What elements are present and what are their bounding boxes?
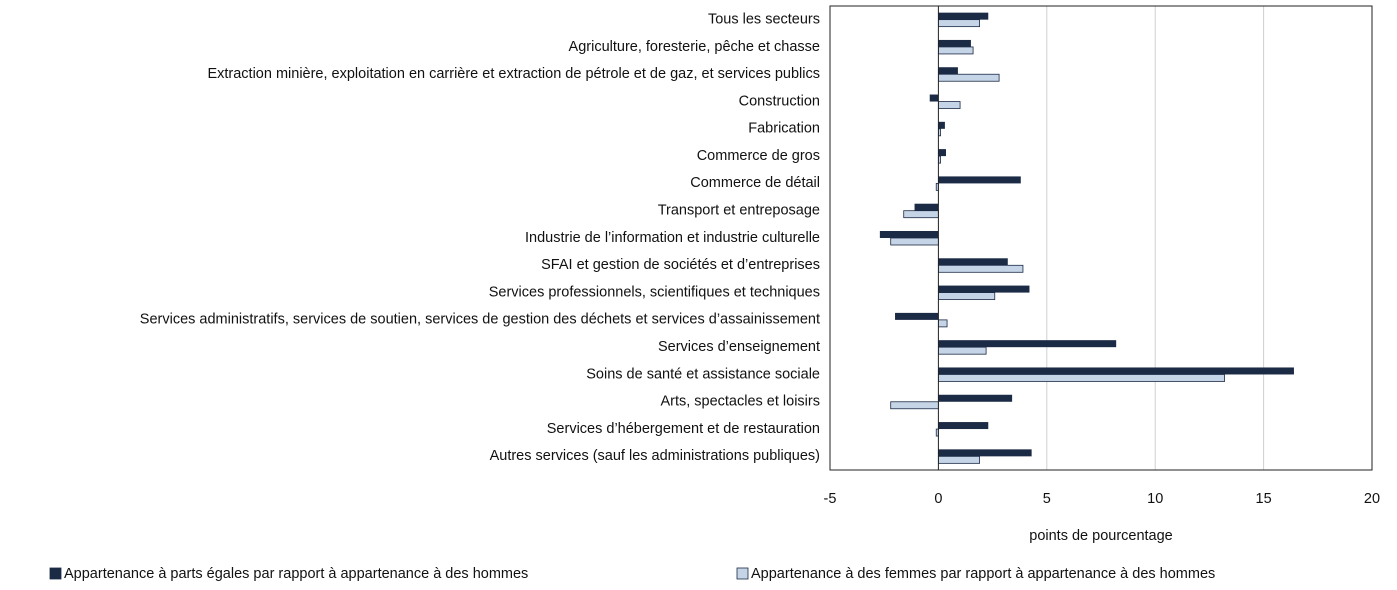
bar xyxy=(890,401,939,410)
x-tick-label: 0 xyxy=(934,491,942,507)
x-tick-label: 10 xyxy=(1147,491,1163,507)
plot-frame xyxy=(829,5,1373,471)
y-tick-label: Arts, spectacles et loisirs xyxy=(660,394,820,410)
y-tick-label: Transport et entreposage xyxy=(658,203,820,219)
bar xyxy=(938,12,989,20)
bar xyxy=(879,231,939,238)
bar xyxy=(914,203,939,211)
bar xyxy=(938,39,971,47)
bar xyxy=(938,394,1013,402)
x-axis-title: points de pourcentage xyxy=(1029,528,1173,544)
bar xyxy=(938,340,1117,348)
x-tick-label: -5 xyxy=(824,491,837,507)
y-tick-label: SFAI et gestion de sociétés et d’entrepr… xyxy=(541,257,820,273)
bar xyxy=(938,449,1032,457)
bar xyxy=(938,67,958,75)
y-tick-label: Industrie de l’information et industrie … xyxy=(525,230,820,246)
x-tick-label: 5 xyxy=(1043,491,1051,507)
bar xyxy=(938,19,980,28)
bar xyxy=(938,46,974,55)
x-tick-label: 20 xyxy=(1364,491,1380,507)
bar xyxy=(938,73,1000,82)
bar xyxy=(938,346,987,355)
bar xyxy=(938,319,948,328)
bar xyxy=(890,237,939,246)
y-tick-label: Extraction minière, exploitation en carr… xyxy=(207,66,820,82)
y-tick-label: Services d’hébergement et de restauratio… xyxy=(547,421,820,437)
legend-label: Appartenance à des femmes par rapport à … xyxy=(751,566,1215,582)
y-tick-label: Services d’enseignement xyxy=(658,339,820,355)
bar xyxy=(903,210,939,219)
y-tick-label: Construction xyxy=(739,93,820,109)
x-tick-label: 15 xyxy=(1256,491,1272,507)
legend-swatch xyxy=(736,567,749,580)
bar xyxy=(938,101,961,109)
y-tick-label: Autres services (sauf les administration… xyxy=(490,448,820,464)
y-tick-label: Services administratifs, services de sou… xyxy=(140,312,820,328)
y-tick-label: Commerce de gros xyxy=(697,148,820,164)
bar xyxy=(938,258,1008,266)
bar xyxy=(929,94,939,102)
y-tick-label: Services professionnels, scientifiques e… xyxy=(489,284,820,300)
bar xyxy=(938,264,1024,273)
y-tick-label: Agriculture, foresterie, pêche et chasse xyxy=(569,39,820,55)
y-tick-label: Soins de santé et assistance sociale xyxy=(586,366,820,382)
legend-label: Appartenance à parts égales par rapport … xyxy=(64,566,528,582)
bar xyxy=(938,121,945,129)
y-tick-label: Tous les secteurs xyxy=(708,11,820,27)
bar xyxy=(938,292,996,300)
y-tick-label: Fabrication xyxy=(748,121,820,137)
bar xyxy=(938,367,1294,375)
bar xyxy=(895,312,939,320)
bar xyxy=(938,149,946,157)
y-tick-label: Commerce de détail xyxy=(690,175,820,191)
bar xyxy=(938,374,1225,382)
bar xyxy=(938,455,980,464)
legend-swatch xyxy=(49,567,62,580)
bar xyxy=(938,285,1030,293)
bar xyxy=(938,176,1021,184)
bar xyxy=(938,422,989,430)
